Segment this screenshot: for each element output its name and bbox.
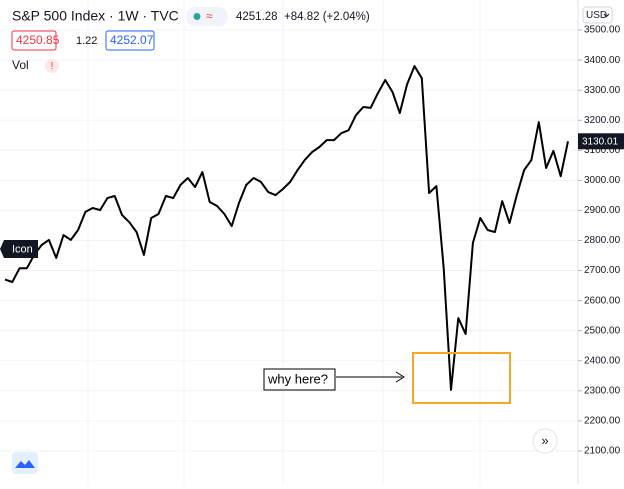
volume-warning[interactable]: ! [51, 61, 54, 72]
volume-label: Vol [12, 58, 29, 72]
y-tick-label: 2500.00 [584, 325, 621, 336]
status-pill[interactable] [186, 7, 228, 26]
spread: 1.22 [76, 35, 97, 47]
y-tick-label: 2400.00 [584, 355, 621, 366]
ask-box[interactable] [105, 30, 155, 51]
currency[interactable]: USD [586, 10, 607, 21]
price-line [4, 65, 569, 391]
annotation: why here? [267, 371, 328, 386]
price-change: +84.82 (+2.04%) [284, 11, 370, 23]
vertical-grid [87, 0, 481, 484]
market-status [193, 13, 201, 20]
highlight-box [412, 352, 511, 404]
dropdown-icon [603, 13, 610, 18]
y-tick-label: 2800.00 [584, 235, 621, 246]
last-price-box [578, 133, 624, 150]
bid[interactable]: 4250.85 [16, 33, 60, 47]
y-tick-label: 2900.00 [584, 205, 621, 216]
last-price-label: 3130.01 [582, 136, 619, 147]
y-tick-label: 2100.00 [584, 446, 621, 457]
scroll-icon: » [541, 433, 548, 448]
y-tick-label: 2700.00 [584, 265, 621, 276]
annotation-box [263, 368, 336, 391]
chart-title: S&P 500 Index · 1W · TVC [12, 8, 179, 24]
price: 4251.28 [236, 11, 278, 23]
side-tag-bg [0, 240, 38, 258]
volume-warning-bg[interactable] [45, 59, 59, 73]
y-tick-label: 3000.00 [584, 175, 621, 186]
ask[interactable]: 4252.07 [110, 33, 154, 47]
y-tick-label: 2200.00 [584, 416, 621, 427]
y-tick-label: 3400.00 [584, 55, 621, 66]
logo-button[interactable] [12, 452, 38, 474]
bid-box[interactable] [11, 30, 57, 51]
data-status-icon: ≈ [206, 9, 213, 23]
y-tick-label: 3100.00 [584, 145, 621, 156]
logo-icon [15, 460, 35, 468]
y-tick-label: 3500.00 [584, 25, 621, 36]
y-tick-label: 3300.00 [584, 85, 621, 96]
y-tick-label: 3200.00 [584, 115, 621, 126]
currency-button[interactable] [582, 6, 613, 24]
side-tag: Icon [12, 243, 33, 255]
y-tick-label: 2600.00 [584, 295, 621, 306]
y-tick-label: 2300.00 [584, 385, 621, 396]
annotation-arrowhead [395, 371, 405, 383]
scroll-button[interactable] [532, 428, 558, 454]
